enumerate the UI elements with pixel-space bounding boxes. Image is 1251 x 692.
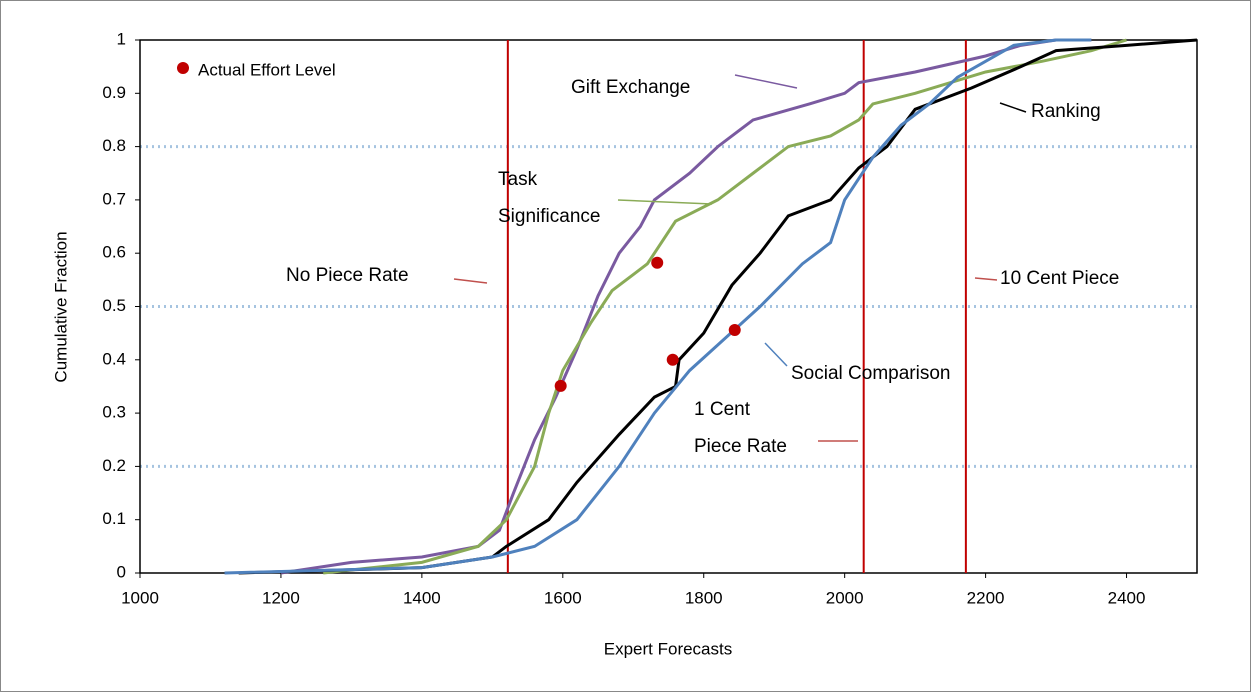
y-tick-label: 0.8	[102, 136, 126, 155]
y-tick-label: 0.4	[102, 349, 126, 368]
annotation: Significance	[498, 206, 600, 227]
effort-point	[666, 353, 679, 366]
annotation: Social Comparison	[791, 363, 950, 384]
x-tick-label: 1400	[403, 588, 441, 607]
y-tick-label: 0.7	[102, 189, 126, 208]
x-tick-label: 1200	[262, 588, 300, 607]
y-tick-label: 0.3	[102, 403, 126, 422]
y-tick-label: 0.5	[102, 296, 126, 315]
cdf-line	[280, 38, 1092, 575]
annotation-leader	[617, 199, 713, 205]
x-tick-label: 2000	[826, 588, 864, 607]
y-tick-label: 0	[117, 562, 126, 581]
y-tick-label: 0.2	[102, 456, 126, 475]
y-tick-label: 1	[117, 29, 126, 48]
y-tick-label: 0.6	[102, 243, 126, 262]
y-tick-label: 0.1	[102, 509, 126, 528]
legend-marker	[177, 62, 189, 74]
annotation: Ranking	[1031, 101, 1101, 122]
annotation-leader	[974, 277, 998, 281]
annotation-leader	[764, 342, 788, 367]
annotation: No Piece Rate	[286, 265, 409, 286]
x-tick-label: 2400	[1108, 588, 1146, 607]
x-tick-label: 1600	[544, 588, 582, 607]
effort-point	[554, 379, 567, 392]
annotation: 1 Cent	[694, 399, 751, 420]
annotation: 10 Cent Piece	[1000, 268, 1119, 289]
annotation-leader	[734, 74, 798, 89]
legend-label: Actual Effort Level	[198, 60, 336, 79]
effort-point	[651, 256, 664, 269]
x-tick-label: 1800	[685, 588, 723, 607]
x-tick-label: 1000	[121, 588, 159, 607]
annotation: Gift Exchange	[571, 77, 690, 98]
y-tick-label: 0.9	[102, 83, 126, 102]
x-tick-label: 2200	[967, 588, 1005, 607]
cdf-line	[238, 38, 1198, 575]
annotation: Piece Rate	[694, 436, 787, 457]
effort-point	[728, 323, 741, 336]
cdf-line	[224, 38, 1092, 575]
annotation-leader	[999, 102, 1027, 113]
x-axis-label: Expert Forecasts	[604, 639, 733, 658]
y-axis-label: Cumulative Fraction	[51, 231, 70, 382]
annotation-leader	[453, 278, 488, 284]
annotation: Task	[498, 169, 538, 190]
